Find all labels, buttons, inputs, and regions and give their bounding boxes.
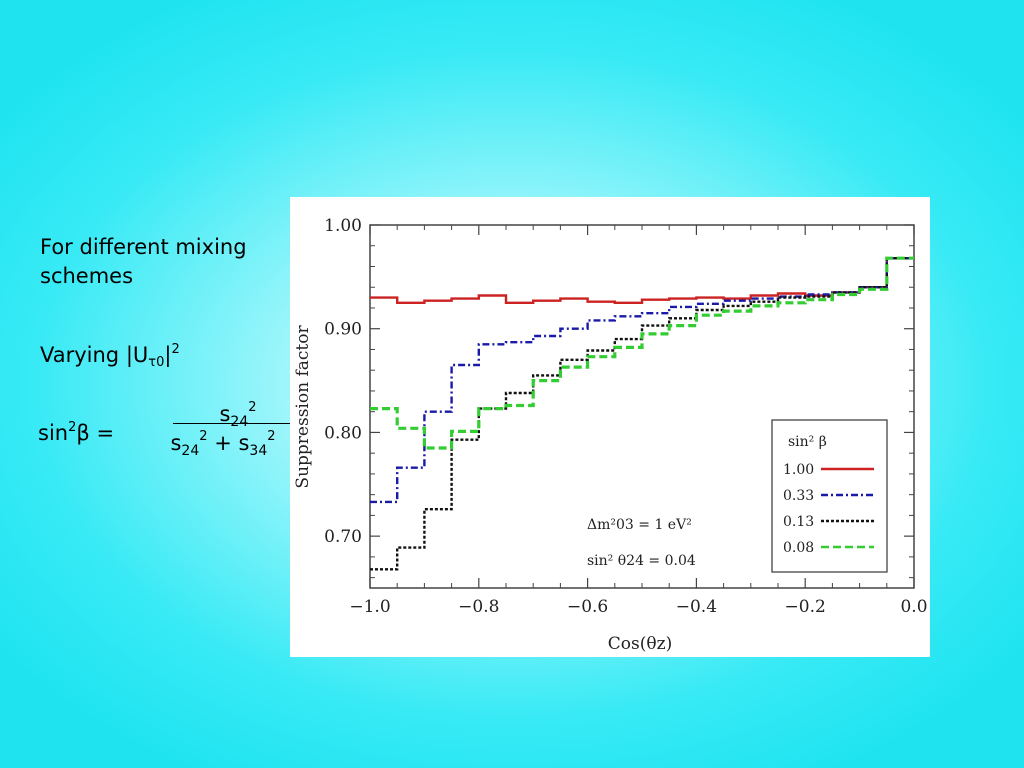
- fraction-bar: [173, 423, 303, 424]
- varying-prefix: Varying |U: [40, 343, 149, 367]
- varying-suffix: |: [164, 343, 172, 367]
- axis-labels: −1.0 −0.8 −0.6 −0.4 −0.2 0.0 0.70 0.80 0.90 1.00: [324, 216, 927, 617]
- y-tick-label: 0.90: [324, 320, 362, 340]
- x-tick-label: −0.2: [785, 597, 826, 617]
- y-axis-label: Suppression factor: [293, 325, 313, 489]
- annotation-theta: sin² θ24 = 0.04: [587, 553, 696, 569]
- varying-superscript: 2: [171, 342, 180, 357]
- varying-subscript: τ0: [148, 355, 165, 370]
- y-tick-label: 0.70: [324, 527, 362, 547]
- chart-card: −1.0 −0.8 −0.6 −0.4 −0.2 0.0 0.70 0.80 0.90 1.00 …: [290, 197, 930, 657]
- den-b-sup: 2: [267, 429, 276, 444]
- series-group: [370, 256, 914, 571]
- legend: sin² β 1.00 0.33 0.13 0.08: [771, 419, 888, 573]
- den-a-sub: 24: [181, 443, 200, 459]
- annotation-dm: Δm²03 = 1 eV²: [587, 517, 692, 533]
- legend-title: sin² β: [788, 434, 827, 450]
- den-b-sub: 34: [249, 443, 268, 459]
- formula-lhs-sup: 2: [68, 420, 77, 435]
- legend-label-0.33: 0.33: [783, 488, 814, 504]
- formula-denominator: s242 + s342: [138, 422, 308, 466]
- y-tick-label: 0.80: [324, 423, 362, 443]
- num-sup: 2: [248, 400, 257, 415]
- formula-lhs-rest: β =: [76, 421, 115, 445]
- description-text: For different mixing schemes: [40, 235, 247, 288]
- den-b: s: [238, 431, 250, 455]
- num-base: s: [219, 402, 231, 426]
- legend-label-0.08: 0.08: [783, 540, 814, 556]
- den-a-sup: 2: [199, 429, 208, 444]
- x-tick-label: −0.6: [567, 597, 608, 617]
- x-tick-label: −0.8: [458, 597, 499, 617]
- x-tick-label: −0.4: [676, 597, 717, 617]
- varying-label: Varying |Uτ0|2: [40, 335, 180, 377]
- series-0.13-line: [370, 257, 914, 571]
- den-plus: +: [207, 431, 239, 455]
- legend-label-0.13: 0.13: [783, 514, 814, 530]
- x-axis-label: Cos(θz): [608, 634, 672, 654]
- legend-label-1.00: 1.00: [783, 462, 814, 478]
- x-tick-label: 0.0: [900, 597, 927, 617]
- formula-lhs-sin: sin: [38, 421, 69, 445]
- x-tick-label: −1.0: [349, 597, 390, 617]
- mixing-formula: sin2β = s242 s242 + s342: [38, 393, 303, 463]
- y-tick-label: 1.00: [324, 216, 362, 236]
- formula-numerator: s242: [173, 393, 303, 437]
- axis-ticks: [369, 224, 915, 588]
- series-0.33-line: [370, 257, 914, 504]
- formula-lhs: sin2β =: [38, 413, 114, 448]
- suppression-chart: −1.0 −0.8 −0.6 −0.4 −0.2 0.00.700.800.901.00 …: [293, 216, 928, 654]
- series-0.08-line: [370, 256, 914, 450]
- den-a: s: [170, 431, 182, 455]
- num-sub: 24: [230, 414, 249, 430]
